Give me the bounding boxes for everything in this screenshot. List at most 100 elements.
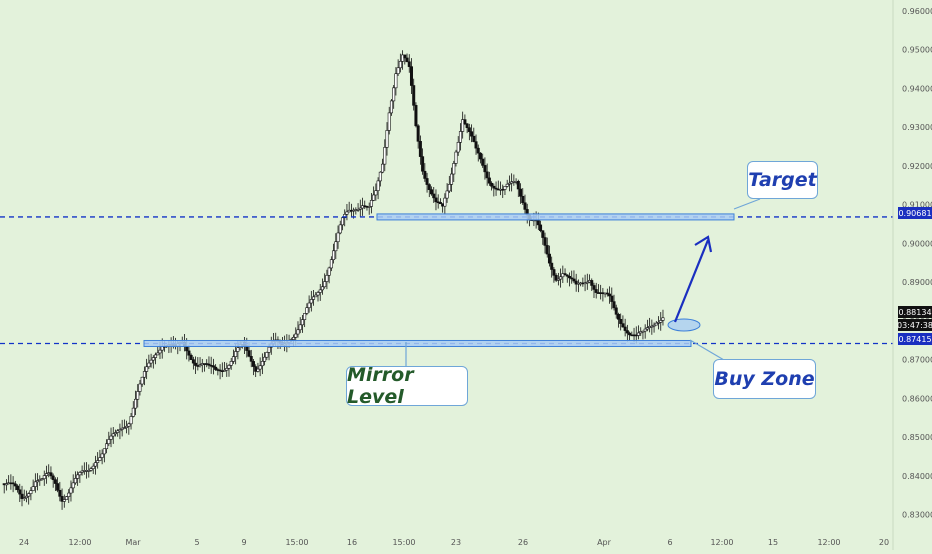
candle xyxy=(559,276,563,280)
candle xyxy=(314,294,318,298)
candle xyxy=(247,350,251,357)
candle xyxy=(389,100,393,114)
candle xyxy=(614,307,618,315)
price-tick-label: 0.95000 xyxy=(902,46,932,55)
candle xyxy=(223,369,227,372)
candle xyxy=(476,147,480,154)
candle xyxy=(118,429,122,432)
candle xyxy=(521,195,525,204)
candle xyxy=(138,383,142,392)
candle xyxy=(325,274,329,282)
candle xyxy=(320,286,324,291)
time-tick-label: 15:00 xyxy=(392,538,415,547)
candle xyxy=(367,206,371,208)
price-tick-label: 0.93000 xyxy=(902,123,932,132)
time-tick-label: 16 xyxy=(347,538,357,547)
price-tick-label: 0.91000 xyxy=(902,201,932,210)
candle xyxy=(334,241,338,252)
price-tick-label: 0.90000 xyxy=(902,239,932,248)
candle xyxy=(33,481,37,487)
candle xyxy=(27,493,31,497)
candle xyxy=(452,163,456,175)
candle xyxy=(214,366,218,370)
price-tick-label: 0.83000 xyxy=(902,511,932,520)
candle xyxy=(572,278,576,282)
mirror-zone-box xyxy=(143,339,692,347)
candle xyxy=(11,482,15,485)
candle xyxy=(100,453,104,458)
candle xyxy=(574,280,578,285)
candle xyxy=(316,292,320,296)
candle xyxy=(49,472,53,477)
price-tick-label: 0.94000 xyxy=(902,84,932,93)
candle xyxy=(396,67,400,74)
candle xyxy=(234,351,238,357)
candle xyxy=(505,183,509,187)
candle xyxy=(403,54,407,59)
candle xyxy=(616,314,620,320)
candle xyxy=(227,365,231,369)
time-tick-label: 5 xyxy=(194,538,199,547)
target-callout[interactable]: Target xyxy=(747,161,818,199)
candle xyxy=(147,362,151,368)
time-axis: 24 12:00 Mar 5 9 15:00 16 15:00 23 26 Apr 6 12:00 15 1… xyxy=(19,538,889,547)
candle xyxy=(129,416,133,425)
candle xyxy=(149,359,153,364)
candle xyxy=(122,427,126,429)
buy-zone-callout[interactable]: Buy Zone xyxy=(713,359,816,399)
candle xyxy=(107,439,111,445)
candle xyxy=(265,352,269,358)
candle xyxy=(650,325,654,328)
candle xyxy=(53,479,57,484)
candle xyxy=(187,350,191,356)
candle xyxy=(407,61,411,67)
candle xyxy=(267,346,271,353)
candle xyxy=(416,125,420,142)
mirror-level-callout[interactable]: Mirror Level xyxy=(346,364,468,408)
candle xyxy=(24,495,28,499)
arrow-up-icon xyxy=(673,239,710,323)
candle xyxy=(38,479,42,481)
candle xyxy=(594,289,598,293)
candle xyxy=(60,496,64,502)
candle xyxy=(592,285,596,290)
candle xyxy=(445,190,449,199)
current-price-label: 0.88134 xyxy=(898,306,932,318)
buy-zone-ellipse xyxy=(667,318,701,332)
time-tick-label: 23 xyxy=(451,538,461,547)
candle xyxy=(608,293,612,297)
candle xyxy=(652,324,656,327)
candle xyxy=(539,224,543,231)
candle xyxy=(427,184,431,190)
candle xyxy=(374,190,378,196)
candle xyxy=(18,489,22,495)
candle xyxy=(191,359,195,364)
candle xyxy=(185,346,189,352)
candle xyxy=(4,483,8,486)
candle xyxy=(93,462,97,467)
candle xyxy=(151,357,155,361)
time-tick-label: 15 xyxy=(768,538,778,547)
candle xyxy=(142,371,146,378)
candle xyxy=(207,363,211,366)
candle xyxy=(643,328,647,332)
candle xyxy=(323,281,327,288)
candle xyxy=(31,486,35,491)
candle xyxy=(189,354,193,360)
target-zone-box xyxy=(376,213,735,221)
time-tick-label: 12:00 xyxy=(68,538,91,547)
candle xyxy=(236,347,240,352)
candle xyxy=(296,329,300,335)
candle xyxy=(585,281,589,284)
candle xyxy=(418,141,422,157)
candle xyxy=(260,361,264,367)
candle xyxy=(478,152,482,160)
candle xyxy=(621,323,625,328)
time-tick-label: 12:00 xyxy=(710,538,733,547)
candle xyxy=(623,326,627,331)
candle xyxy=(327,267,331,276)
candle xyxy=(229,361,233,366)
candle xyxy=(641,330,645,333)
